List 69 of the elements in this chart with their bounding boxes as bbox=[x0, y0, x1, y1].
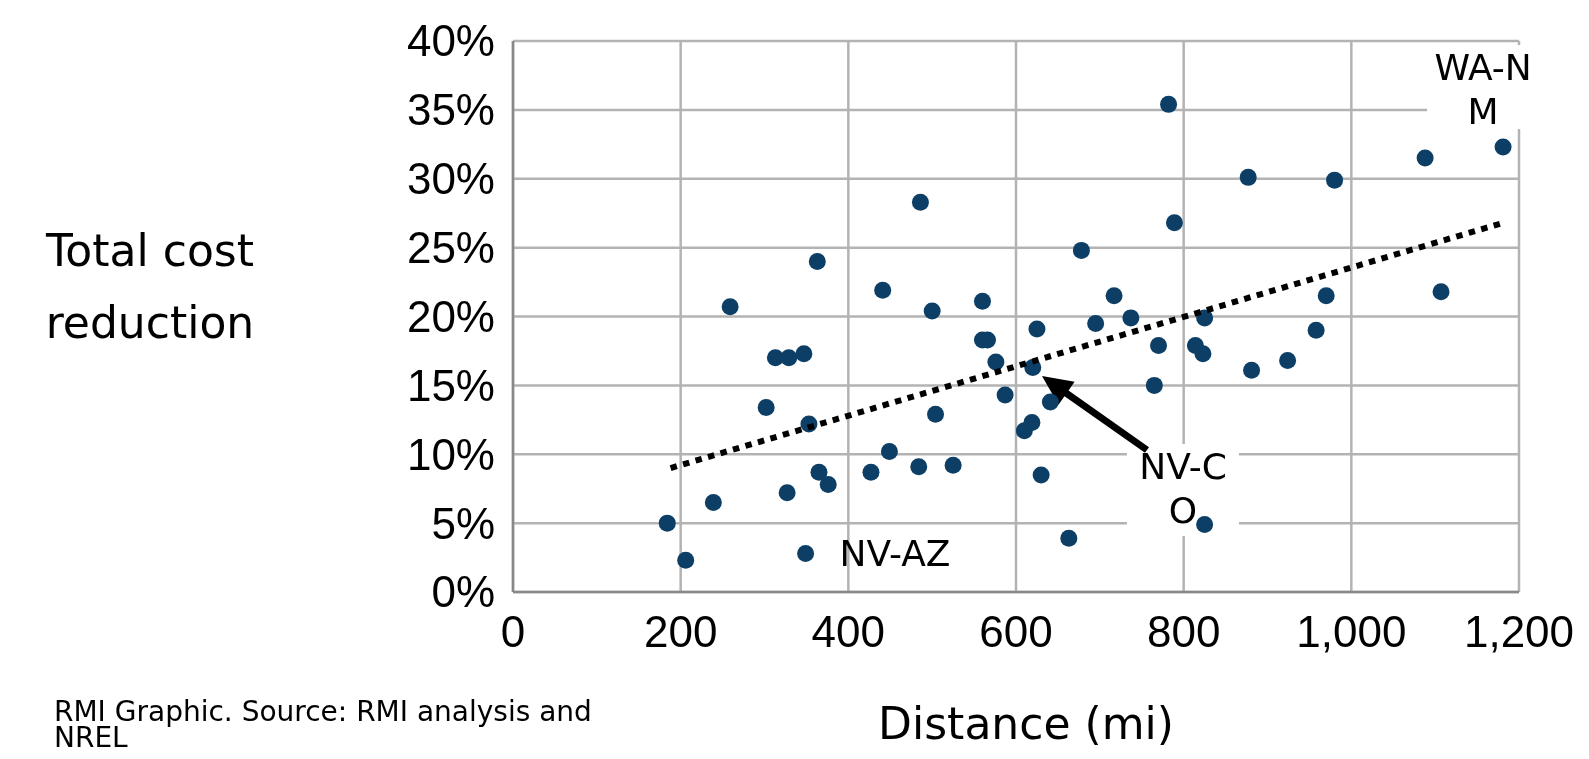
point bbox=[874, 281, 892, 299]
point bbox=[1060, 529, 1078, 547]
x-tick-label: 600 bbox=[979, 607, 1053, 656]
point bbox=[1105, 287, 1123, 305]
point bbox=[1150, 336, 1168, 354]
point bbox=[862, 463, 880, 481]
x-tick-label: 0 bbox=[500, 607, 526, 656]
point bbox=[1160, 95, 1178, 113]
x-tick-label: 1,000 bbox=[1296, 607, 1407, 656]
y-tick-label: 10% bbox=[406, 429, 495, 479]
x-axis-title: Distance (mi) bbox=[878, 698, 1174, 749]
point bbox=[704, 493, 722, 511]
point bbox=[1326, 171, 1344, 189]
y-tick-label: 20% bbox=[406, 291, 495, 341]
point bbox=[1243, 361, 1261, 379]
point bbox=[1072, 241, 1090, 259]
point bbox=[1122, 309, 1140, 327]
x-tick-label: 1,200 bbox=[1463, 607, 1575, 656]
point bbox=[1494, 138, 1512, 156]
point bbox=[880, 443, 898, 460]
y-tick-label: 25% bbox=[406, 223, 495, 273]
y-tick-label: 15% bbox=[406, 360, 495, 410]
point bbox=[819, 476, 837, 494]
point bbox=[987, 353, 1005, 371]
point bbox=[1307, 321, 1325, 339]
point bbox=[1194, 345, 1212, 363]
annotation: NV-CO bbox=[1139, 445, 1227, 531]
point bbox=[911, 193, 929, 211]
point bbox=[927, 405, 945, 423]
point bbox=[996, 386, 1014, 404]
point bbox=[1432, 283, 1450, 301]
y-axis-title: Total cost reduction bbox=[44, 225, 255, 348]
text: RMI Graphic. Source: RMI analysis and NREL bbox=[54, 695, 592, 754]
point bbox=[1196, 516, 1214, 533]
point bbox=[721, 298, 739, 316]
point bbox=[1165, 214, 1183, 232]
point bbox=[1145, 376, 1163, 394]
point bbox=[778, 484, 796, 502]
x-tick-label: 200 bbox=[643, 607, 718, 656]
point bbox=[1279, 352, 1297, 370]
point bbox=[1087, 314, 1105, 332]
point bbox=[1317, 287, 1335, 305]
point bbox=[1239, 168, 1257, 186]
annotation: WA-NM bbox=[1434, 46, 1532, 132]
point bbox=[923, 302, 941, 320]
point bbox=[1032, 466, 1050, 484]
y-tick-label: 35% bbox=[406, 85, 495, 135]
x-tick-label: 800 bbox=[1146, 607, 1221, 656]
point bbox=[810, 463, 828, 481]
point bbox=[910, 458, 928, 476]
y-tick-label: 40% bbox=[406, 16, 495, 66]
point bbox=[1041, 393, 1059, 411]
point bbox=[808, 252, 826, 270]
point bbox=[1023, 414, 1041, 432]
annotation: NV-AZ bbox=[839, 533, 951, 575]
point bbox=[677, 551, 695, 569]
point bbox=[780, 349, 798, 367]
y-tick-label: 30% bbox=[406, 154, 495, 204]
x-tick-label: 400 bbox=[811, 607, 886, 656]
point bbox=[658, 514, 676, 532]
y-tick-label: 0% bbox=[431, 567, 495, 617]
point bbox=[797, 544, 815, 562]
point bbox=[944, 456, 962, 474]
y-tick-label: 5% bbox=[431, 498, 495, 548]
point bbox=[1416, 149, 1434, 167]
point bbox=[795, 345, 813, 363]
point bbox=[973, 292, 991, 310]
point bbox=[757, 398, 775, 416]
point bbox=[1028, 320, 1046, 338]
